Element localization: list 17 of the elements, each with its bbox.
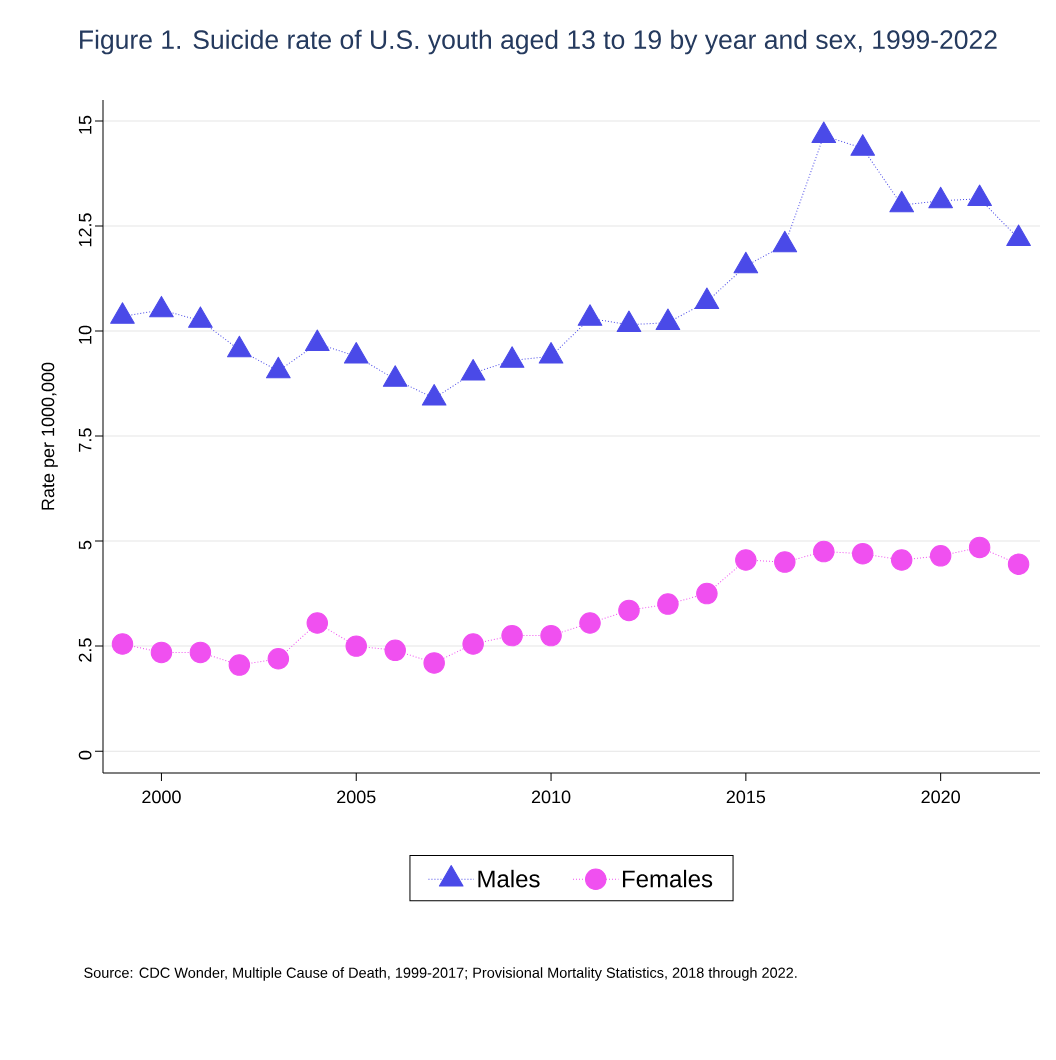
y-tick-label: 0	[78, 750, 92, 760]
x-tick-label: 2005	[337, 790, 376, 804]
chart-title: Figure 1. Suicide rate of U.S. youth aged 13 to 19 by year and sex, 1999-2022	[80, 29, 997, 55]
x-tick-label: 2010	[531, 790, 571, 804]
y-tick-label: 10	[78, 325, 92, 344]
x-tick-label: 2020	[921, 790, 960, 804]
x-tick-label: 2000	[142, 790, 181, 804]
x-tick-label: 2015	[726, 790, 766, 804]
source-note: Source: CDC Wonder, Multiple Cause of Death, 1999-2017; Provisional Mortality Statistics, 2018 through 2022.	[84, 967, 797, 981]
y-tick-label: 15	[78, 115, 92, 134]
y-tick-label: 12.5	[78, 213, 92, 247]
legend-label: Males	[478, 869, 540, 888]
y-axis-title: Rate per 1000,000	[41, 362, 58, 510]
legend-label: Females	[623, 869, 713, 888]
y-tick-label: 7.5	[78, 428, 92, 452]
y-tick-label: 5	[78, 540, 92, 550]
y-tick-label: 2.5	[78, 638, 92, 662]
